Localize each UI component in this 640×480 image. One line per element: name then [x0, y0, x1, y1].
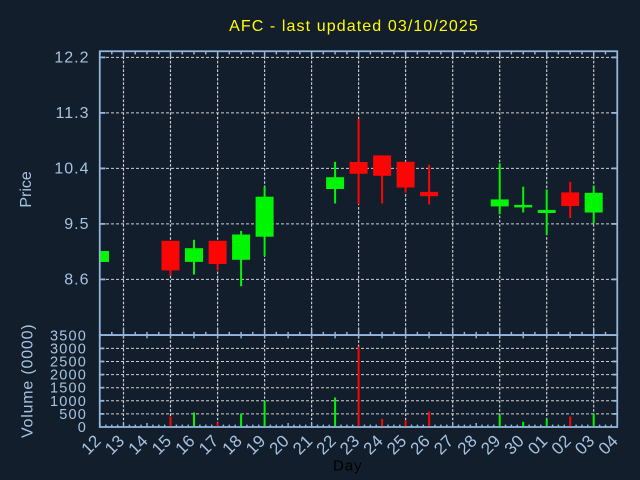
svg-text:3000: 3000	[50, 341, 87, 357]
svg-text:1000: 1000	[50, 394, 87, 410]
svg-text:2500: 2500	[50, 355, 87, 371]
svg-text:8.6: 8.6	[64, 271, 89, 288]
svg-text:3500: 3500	[50, 328, 87, 344]
svg-text:9.5: 9.5	[64, 216, 89, 233]
svg-text:AFC - last updated 03/10/2025: AFC - last updated 03/10/2025	[229, 18, 479, 35]
svg-text:11.3: 11.3	[56, 105, 90, 122]
svg-text:2000: 2000	[50, 368, 87, 384]
svg-text:10.4: 10.4	[54, 160, 89, 177]
svg-text:Price: Price	[18, 171, 35, 208]
svg-text:1500: 1500	[50, 381, 87, 397]
svg-text:0: 0	[78, 420, 87, 436]
svg-text:Day: Day	[333, 457, 363, 474]
svg-text:500: 500	[59, 407, 87, 423]
svg-text:12.2: 12.2	[54, 49, 89, 66]
svg-text:Volume (0000): Volume (0000)	[20, 324, 37, 438]
